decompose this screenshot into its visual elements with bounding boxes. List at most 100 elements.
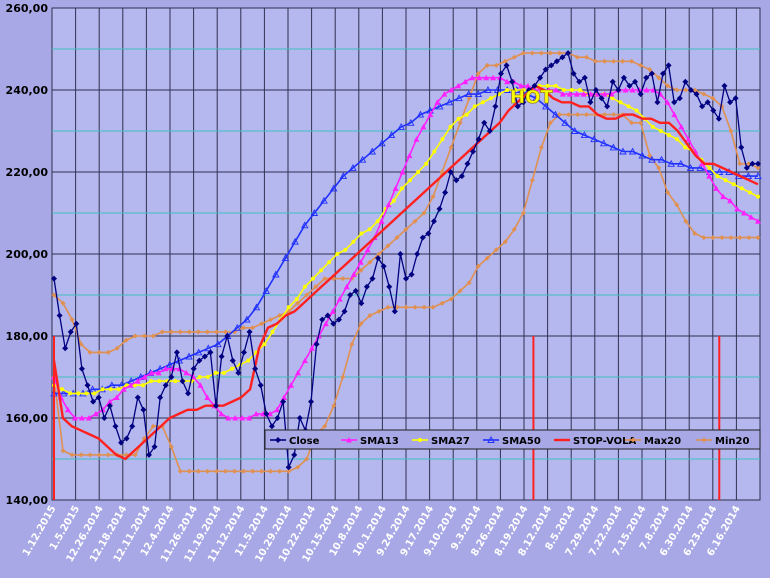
data-point	[474, 90, 483, 98]
data-point	[719, 235, 725, 241]
data-point	[665, 62, 672, 69]
data-point	[213, 402, 220, 409]
data-point	[604, 103, 611, 110]
data-point	[487, 436, 495, 443]
data-point	[587, 99, 594, 106]
data-point	[350, 271, 357, 277]
data-point	[385, 243, 391, 249]
data-point	[619, 147, 627, 155]
data-point	[618, 100, 623, 105]
data-point	[545, 83, 550, 88]
data-point	[378, 218, 385, 224]
data-point	[90, 398, 97, 405]
data-point	[185, 352, 193, 360]
data-point	[737, 235, 743, 241]
data-point	[448, 87, 455, 93]
data-point	[331, 403, 337, 409]
data-point	[720, 193, 727, 200]
data-point	[707, 165, 712, 170]
data-point	[106, 402, 113, 409]
data-point	[177, 329, 183, 335]
data-point	[713, 185, 720, 191]
data-point	[609, 78, 616, 85]
data-point	[286, 468, 292, 474]
data-point	[493, 247, 499, 253]
data-point	[150, 423, 156, 429]
data-point	[650, 124, 655, 129]
series-sma27	[52, 83, 760, 396]
data-point	[399, 186, 404, 191]
data-point	[186, 468, 192, 474]
data-point	[472, 104, 477, 109]
data-point	[385, 201, 392, 208]
data-point	[529, 177, 535, 183]
data-point	[375, 255, 382, 262]
data-point	[547, 120, 553, 126]
data-point	[358, 300, 365, 307]
data-point	[340, 276, 346, 282]
data-point	[671, 99, 678, 106]
data-point	[230, 366, 235, 371]
y-tick-label: 160,00	[6, 412, 49, 425]
gridlines	[51, 7, 761, 501]
data-point	[96, 349, 102, 355]
data-point	[626, 104, 631, 109]
data-point	[302, 284, 307, 289]
data-point	[287, 382, 294, 388]
data-point	[439, 300, 445, 306]
data-point	[140, 406, 147, 413]
data-point	[286, 305, 291, 310]
data-point	[343, 283, 350, 290]
data-point	[580, 131, 589, 139]
data-point	[190, 365, 197, 372]
data-point	[257, 382, 264, 389]
series-stop-vola	[52, 84, 759, 461]
data-point	[520, 210, 526, 216]
data-point	[416, 170, 421, 174]
legend-label: Max20	[644, 436, 681, 447]
data-point	[732, 95, 739, 102]
data-point	[339, 172, 348, 180]
data-point	[721, 82, 728, 89]
data-point	[272, 270, 280, 278]
data-point	[78, 415, 85, 421]
data-point	[148, 369, 155, 376]
data-point	[363, 283, 370, 290]
data-point	[274, 406, 281, 413]
data-point	[375, 219, 380, 224]
data-point	[574, 54, 580, 60]
data-point	[687, 87, 694, 93]
data-point	[295, 300, 301, 306]
data-point	[419, 234, 426, 241]
data-point	[505, 88, 510, 92]
data-point	[699, 160, 706, 167]
data-point	[357, 259, 364, 265]
data-point	[710, 107, 717, 114]
data-point	[304, 292, 310, 298]
data-point	[51, 292, 57, 298]
data-point	[123, 435, 130, 442]
data-point	[734, 205, 741, 212]
data-point	[665, 190, 671, 195]
data-point	[252, 365, 259, 372]
data-point	[322, 276, 328, 282]
data-point	[197, 382, 204, 388]
data-point	[518, 82, 525, 89]
data-point	[571, 127, 579, 134]
data-point	[229, 357, 236, 364]
data-point	[173, 349, 180, 356]
data-point	[749, 160, 756, 167]
data-point	[252, 303, 261, 311]
legend-label: Min20	[715, 436, 749, 447]
data-point	[739, 186, 744, 191]
data-point	[358, 155, 367, 163]
data-point	[421, 210, 427, 216]
data-point	[741, 210, 748, 216]
data-point	[665, 83, 671, 89]
data-point	[755, 218, 761, 224]
data-point	[576, 78, 583, 85]
data-point	[602, 112, 608, 118]
data-point	[636, 87, 643, 93]
data-point	[556, 50, 562, 56]
